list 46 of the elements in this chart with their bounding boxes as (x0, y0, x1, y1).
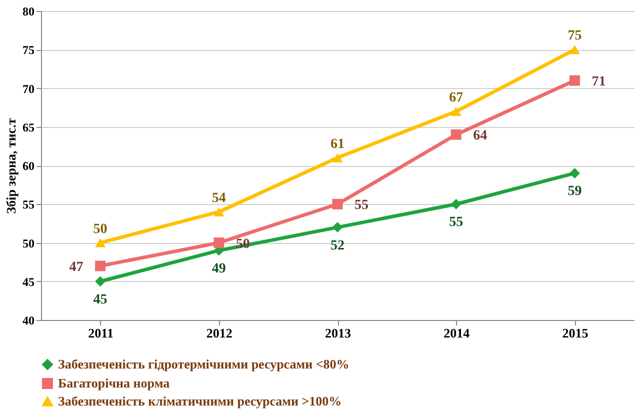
point (214, 238, 224, 248)
y-tick-label: 45 (22, 274, 34, 289)
data-label: 61 (330, 136, 344, 152)
data-label: 50 (93, 222, 108, 237)
x-tick-label: 2014 (444, 326, 470, 340)
point (332, 153, 343, 162)
point (569, 168, 580, 178)
point (332, 198, 343, 210)
data-label: 71 (592, 74, 606, 90)
x-tick-label: 2015 (562, 326, 589, 340)
legend-label: Забезпеченість гідротермічними ресурсами <80% (58, 356, 350, 372)
data-label: 75 (568, 28, 582, 44)
data-label: 59 (568, 184, 582, 200)
y-tick-label: 50 (22, 236, 34, 250)
point (569, 45, 580, 54)
data-label: 45 (93, 292, 108, 308)
y-axis-title: Збір зерна, тис.т (4, 118, 18, 214)
point (95, 260, 106, 272)
point (450, 129, 462, 140)
point (95, 238, 106, 248)
data-label: 52 (330, 238, 344, 254)
y-tick-label: 55 (22, 198, 34, 212)
data-label: 55 (449, 215, 464, 230)
legend-label: Забезпеченість кліматичними ресурсами >100% (58, 394, 342, 408)
point (450, 198, 462, 210)
data-label: 54 (212, 190, 226, 206)
x-tick-label: 2013 (325, 326, 352, 340)
point (332, 222, 343, 233)
y-tick-label: 40 (22, 314, 34, 328)
y-tick-label: 70 (22, 82, 34, 96)
data-label: 47 (69, 260, 84, 275)
y-tick-label: 65 (22, 120, 34, 134)
y-tick-label: 75 (22, 43, 34, 58)
point (569, 75, 580, 86)
data-label: 67 (449, 90, 464, 106)
legend-label: Багаторічна норма (58, 376, 170, 390)
data-label: 64 (473, 128, 488, 144)
data-label: 49 (212, 261, 226, 276)
point (214, 207, 224, 216)
x-tick-label: 2011 (88, 326, 114, 340)
y-tick-label: 80 (22, 4, 34, 18)
point (450, 106, 462, 116)
x-tick-label: 2012 (206, 326, 232, 340)
data-label: 55 (354, 198, 368, 214)
y-tick-label: 60 (22, 159, 34, 173)
point (95, 276, 106, 287)
